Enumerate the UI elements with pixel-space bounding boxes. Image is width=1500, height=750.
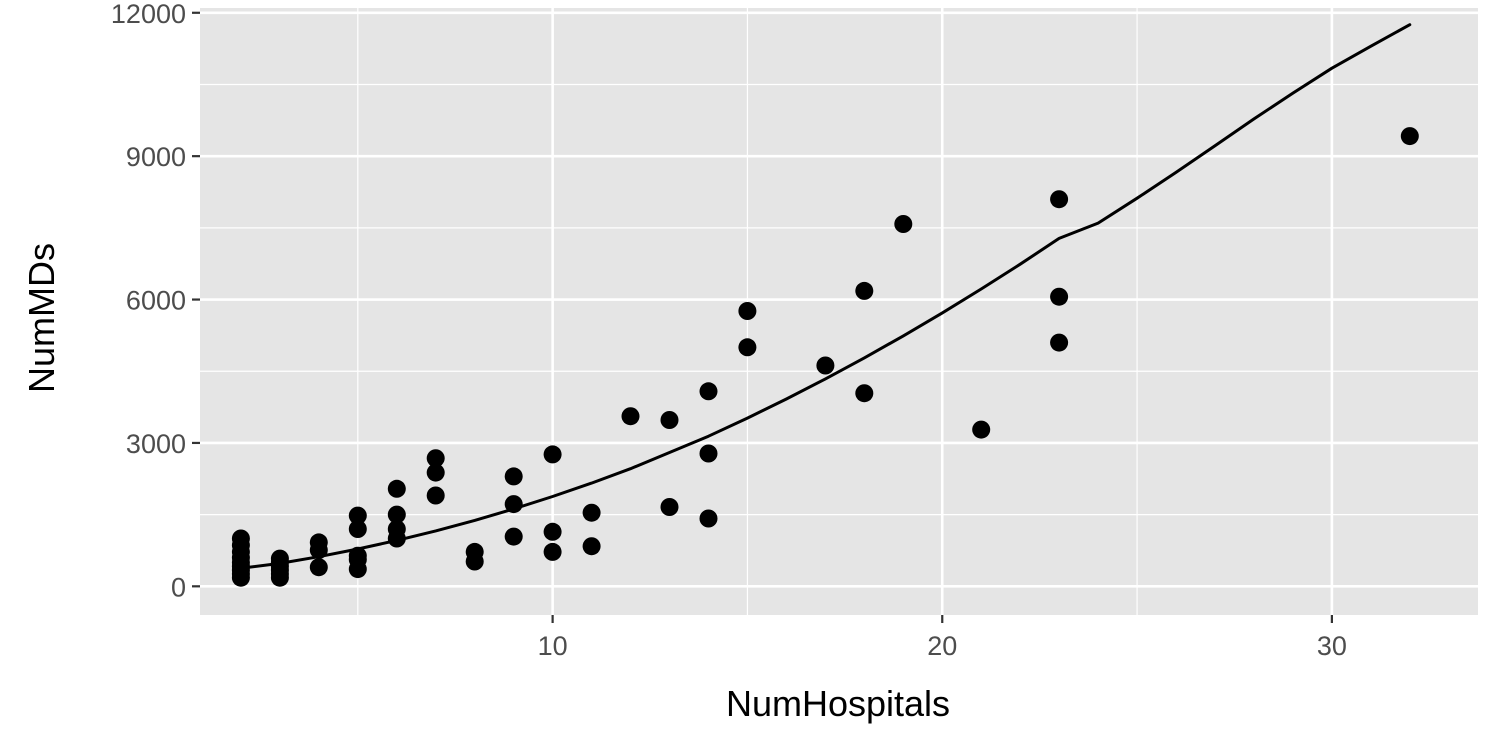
x-tick-label: 10 <box>538 631 568 661</box>
y-tick-label: 0 <box>171 572 186 602</box>
x-tick-label: 30 <box>1317 631 1347 661</box>
data-point <box>426 463 445 482</box>
data-point <box>348 520 367 538</box>
data-point <box>738 302 757 320</box>
data-point <box>270 549 289 568</box>
data-point <box>621 407 640 426</box>
data-point <box>894 215 913 233</box>
data-point <box>738 338 757 357</box>
trend-line <box>239 23 1412 570</box>
data-point <box>582 503 601 522</box>
data-point <box>543 542 562 561</box>
data-point <box>309 558 328 577</box>
data-point <box>309 533 328 552</box>
axes: 10 20 30 0 3000 6000 9000 12000 <box>111 0 1347 661</box>
data-point <box>504 467 523 486</box>
y-tick-label: 6000 <box>126 286 186 316</box>
y-tick-label: 3000 <box>126 429 186 459</box>
data-point <box>582 537 601 556</box>
data-point <box>1050 190 1069 209</box>
x-axis-title: NumHospitals <box>726 683 950 724</box>
data-point <box>231 529 250 548</box>
trend-line-layer <box>239 23 1412 570</box>
data-points <box>231 127 1419 587</box>
plot-panel <box>200 8 1478 615</box>
data-point <box>855 281 874 300</box>
data-point <box>1050 287 1069 306</box>
data-point <box>699 444 718 463</box>
y-tick-label: 12000 <box>111 0 186 29</box>
data-point <box>504 527 523 546</box>
grid-lines <box>200 8 1478 615</box>
data-point <box>699 382 718 401</box>
data-point <box>1400 127 1419 146</box>
data-point <box>699 509 718 528</box>
data-point <box>348 506 367 525</box>
data-point <box>543 445 562 464</box>
data-point <box>660 498 679 516</box>
data-point <box>855 384 874 403</box>
data-point <box>972 420 991 439</box>
x-tick-label: 20 <box>927 631 957 661</box>
data-point <box>387 479 406 498</box>
data-point <box>1050 333 1069 352</box>
data-point <box>426 449 445 468</box>
data-point <box>660 411 679 429</box>
data-point <box>543 522 562 541</box>
data-point <box>504 495 523 514</box>
data-point <box>426 486 445 505</box>
y-axis-title: NumMDs <box>21 243 62 393</box>
data-point <box>465 542 484 561</box>
data-point <box>816 356 835 375</box>
data-point <box>348 546 367 565</box>
data-point <box>387 520 406 538</box>
data-point <box>387 505 406 524</box>
y-tick-label: 9000 <box>126 142 186 172</box>
